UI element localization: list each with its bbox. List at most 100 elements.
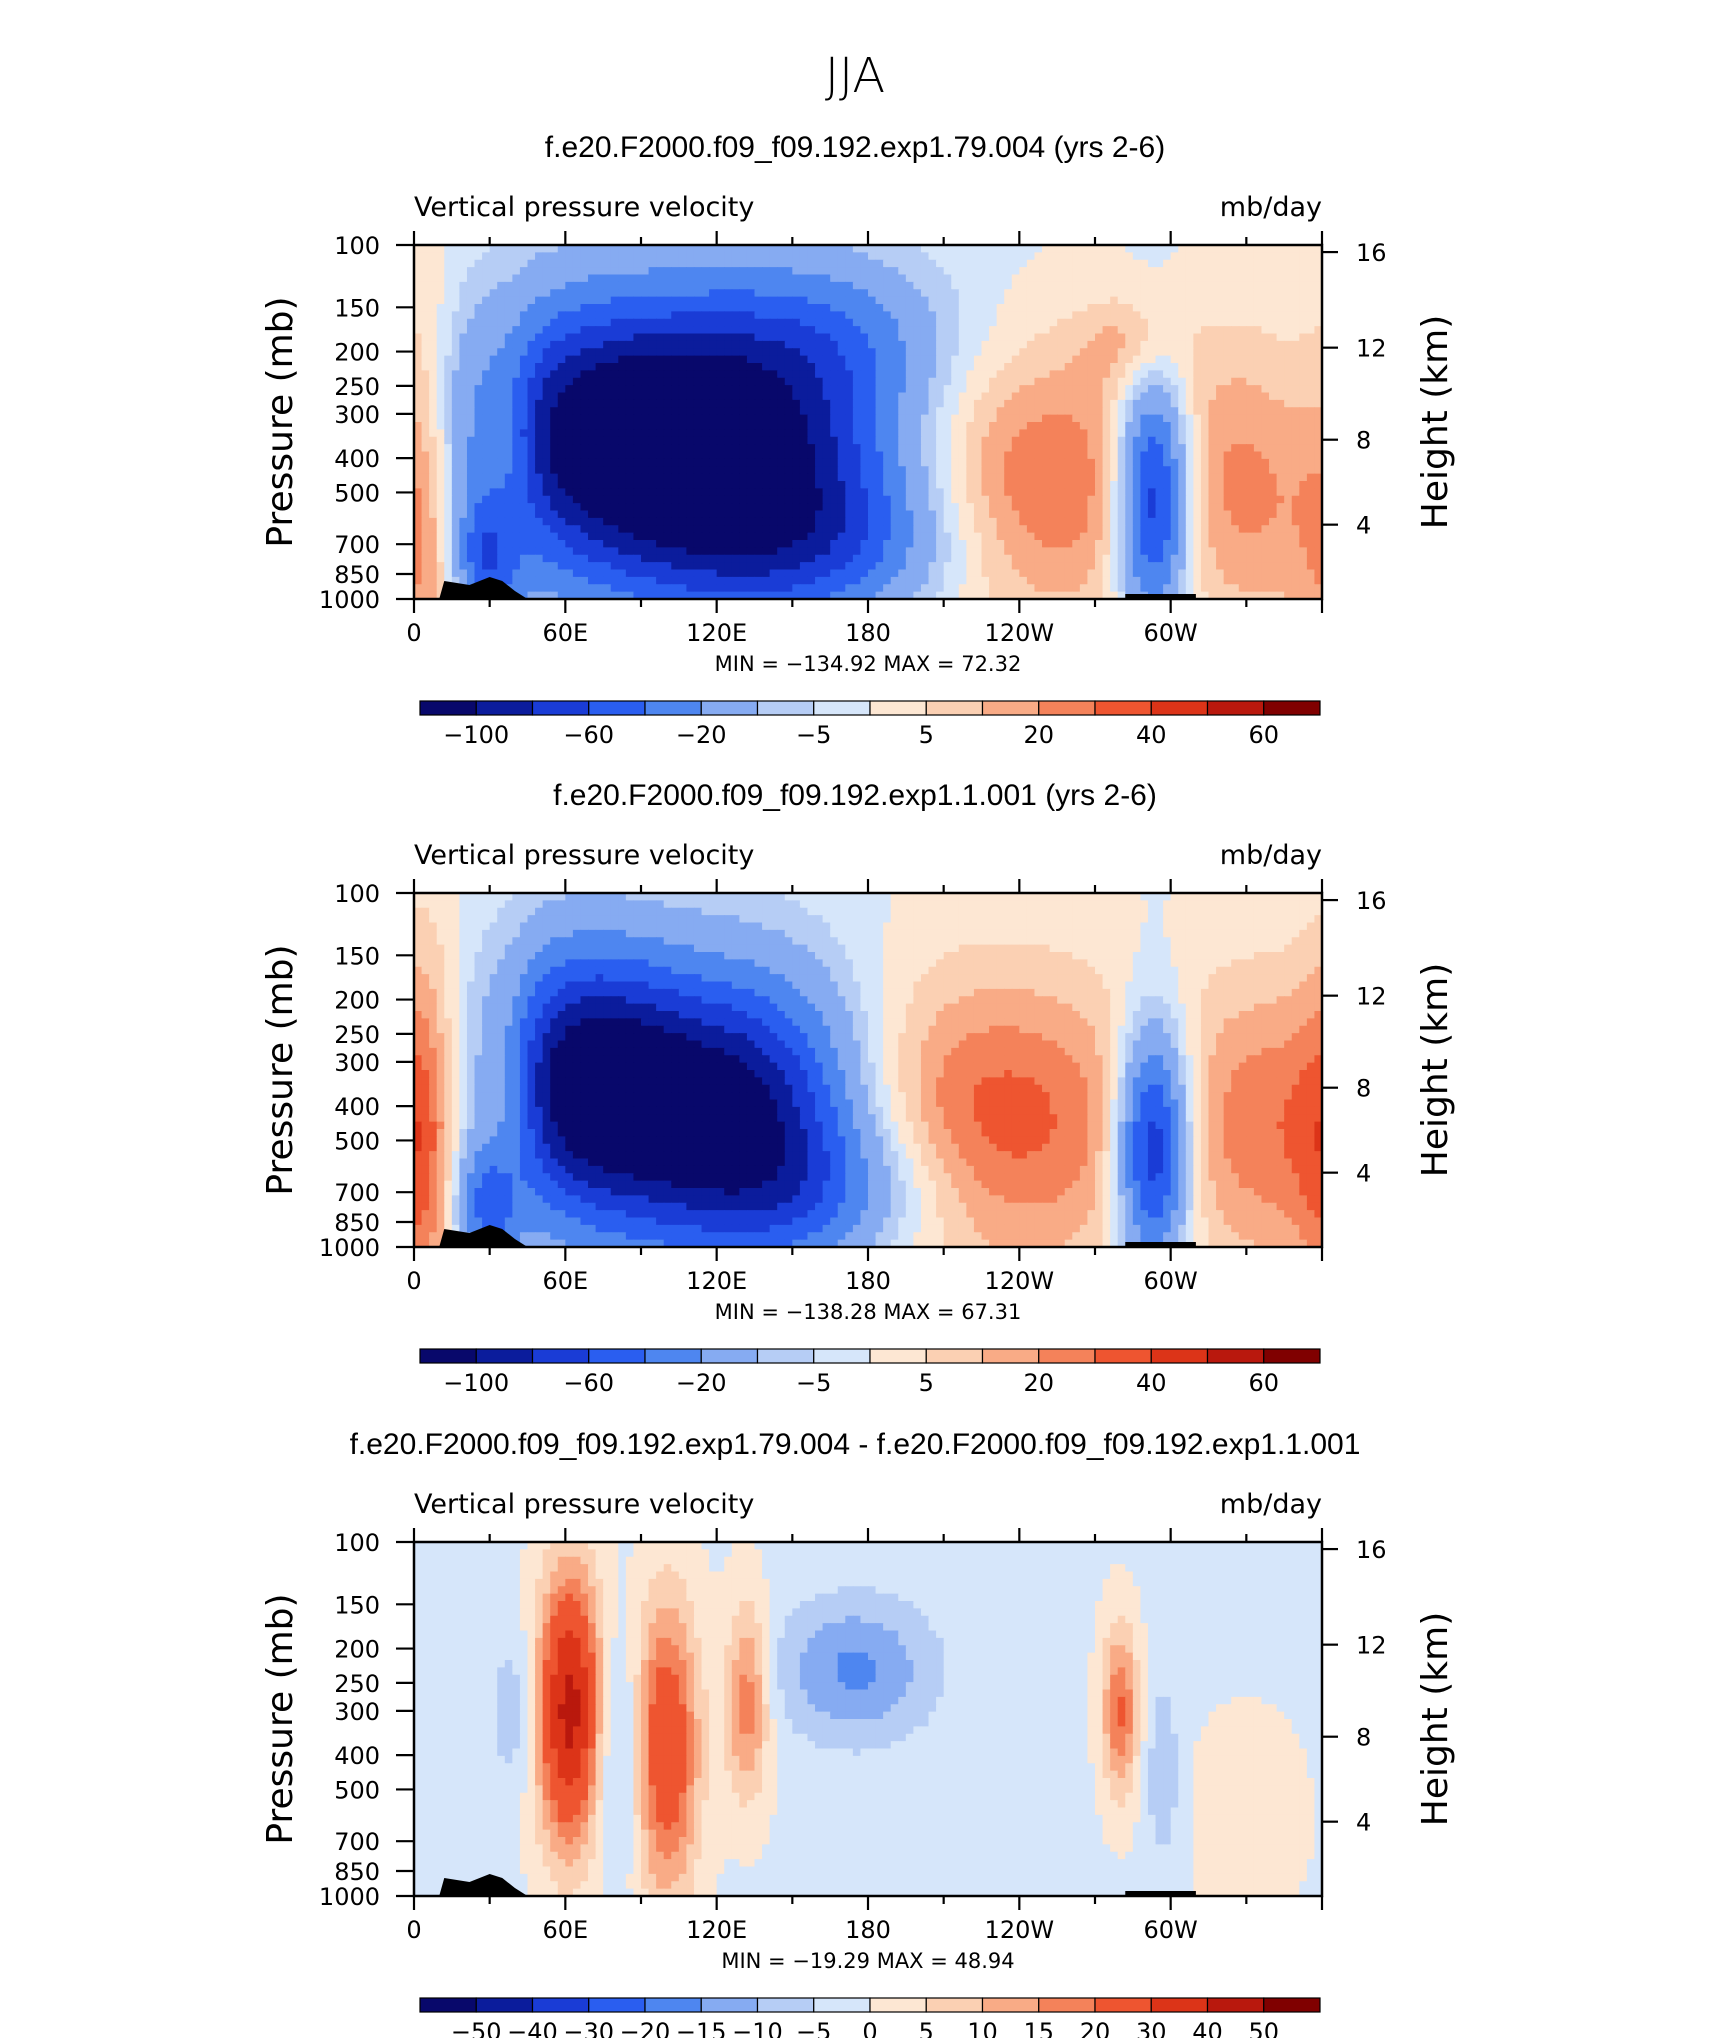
contour-cell [1193,296,1202,305]
contour-cell [792,311,801,320]
contour-cell [815,392,824,401]
contour-cell [565,340,574,349]
contour-cell [663,414,672,423]
contour-cell [754,481,763,489]
contour-cell [1011,458,1020,467]
contour-cell [1314,414,1323,423]
contour-cell [497,267,506,276]
contour-cell [648,333,657,342]
contour-cell [1095,363,1104,371]
contour-cell [618,436,627,445]
contour-cell [1193,348,1202,357]
contour-cell [1079,363,1089,371]
contour-cell [1132,377,1141,386]
contour-cell [1155,311,1164,320]
contour-cell [1185,289,1194,298]
contour-cell [625,252,635,261]
contour-cell [898,510,907,519]
contour-cell [792,495,801,504]
contour-cell [1132,252,1141,261]
contour-cell [709,399,718,408]
contour-cell [1026,363,1036,371]
contour-cell [414,466,423,475]
contour-cell [928,547,937,556]
contour-cell [724,547,733,556]
contour-cell [656,429,665,438]
contour-cell [1246,488,1255,497]
contour-cell [1049,348,1058,357]
contour-cell [777,510,786,519]
contour-cell [1208,510,1217,519]
contour-cell [966,495,975,504]
contour-cell [451,281,460,290]
contour-cell [1314,392,1323,401]
contour-cell [837,296,846,305]
contour-cell [1011,540,1020,548]
contour-cell [1004,407,1013,416]
contour-cell [709,348,718,357]
contour-cell [1155,259,1164,268]
contour-cell [943,326,952,335]
contour-cell [701,481,710,489]
contour-cell [1253,422,1263,430]
contour-cell [898,444,907,453]
contour-cell [1223,444,1232,453]
contour-cell [641,267,650,276]
contour-cell [489,363,498,371]
contour-cell [542,399,551,408]
contour-cell [497,252,506,261]
contour-cell [1314,540,1323,548]
contour-cell [754,495,763,504]
contour-cell [588,466,597,475]
contour-cell [777,495,786,504]
contour-cell [1246,414,1255,423]
contour-cell [830,495,839,504]
contour-cell [1132,436,1141,445]
contour-cell [474,540,483,548]
contour-cell [837,392,846,401]
contour-cell [1291,444,1300,453]
contour-cell [1132,267,1141,276]
contour-cell [1193,311,1202,320]
contour-cell [436,274,445,283]
contour-cell [1276,473,1285,482]
contour-cell [1253,318,1263,327]
contour-cell [769,363,778,371]
contour-cell [830,377,839,386]
contour-cell [784,436,793,445]
contour-cell [542,326,551,335]
contour-cell [1170,363,1179,371]
contour-cell [822,503,831,512]
contour-cell [580,245,589,253]
contour-cell [1064,245,1073,253]
contour-cell [671,281,680,290]
contour-cell [958,252,967,261]
contour-cell [822,370,831,379]
contour-cell [996,407,1005,416]
contour-cell [830,407,839,416]
contour-cell [746,458,756,467]
contour-cell [1231,481,1240,489]
contour-cell [663,252,672,261]
contour-cell [890,304,899,312]
contour-cell [451,414,460,423]
contour-cell [656,540,665,548]
contour-cell [799,473,809,482]
contour-cell [860,503,869,512]
contour-cell [943,451,952,460]
contour-cell [1170,503,1179,512]
contour-cell [550,377,559,386]
contour-cell [928,407,937,416]
contour-cell [557,517,566,526]
contour-cell [451,517,460,526]
contour-cell [852,333,862,342]
contour-cell [784,267,793,276]
contour-cell [883,274,892,283]
contour-cell [1072,296,1081,305]
contour-cell [1208,422,1217,430]
contour-cell [792,532,801,541]
contour-cell [565,414,574,423]
contour-cell [641,348,650,357]
contour-cell [890,333,899,342]
contour-cell [527,458,536,467]
